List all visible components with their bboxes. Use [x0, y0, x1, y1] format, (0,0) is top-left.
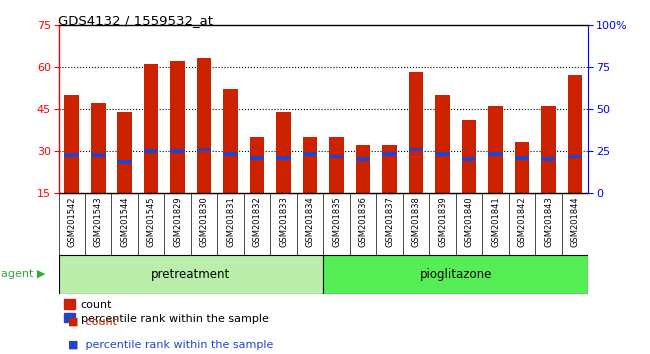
Bar [250, 137, 265, 193]
Text: GSM201832: GSM201832 [253, 196, 262, 247]
Text: GSM201838: GSM201838 [411, 196, 421, 247]
Bar [276, 156, 291, 160]
Bar [118, 160, 132, 164]
Bar [197, 148, 211, 151]
Bar [197, 58, 211, 193]
Bar [382, 152, 397, 155]
Bar [276, 112, 291, 193]
Bar [515, 143, 529, 193]
Bar [436, 152, 450, 155]
Bar [488, 152, 503, 155]
Bar [409, 148, 423, 151]
Text: ■  count: ■ count [68, 317, 117, 327]
Bar [462, 158, 476, 161]
Text: GSM201542: GSM201542 [67, 196, 76, 246]
Bar [303, 137, 317, 193]
Bar [567, 75, 582, 193]
Bar [515, 156, 529, 160]
Bar [250, 156, 265, 160]
Bar [382, 145, 397, 193]
Bar [462, 120, 476, 193]
Text: GSM201834: GSM201834 [306, 196, 315, 247]
Text: GSM201841: GSM201841 [491, 196, 500, 247]
Bar [58, 255, 324, 294]
Bar [118, 112, 132, 193]
Bar [541, 106, 556, 193]
Text: GSM201839: GSM201839 [438, 196, 447, 247]
Text: GSM201843: GSM201843 [544, 196, 553, 247]
Text: GSM201840: GSM201840 [465, 196, 474, 247]
Text: GSM201833: GSM201833 [279, 196, 288, 247]
Text: GSM201831: GSM201831 [226, 196, 235, 247]
Legend: count, percentile rank within the sample: count, percentile rank within the sample [64, 299, 268, 324]
Text: GSM201837: GSM201837 [385, 196, 394, 247]
Text: GSM201844: GSM201844 [571, 196, 580, 247]
Text: agent ▶: agent ▶ [1, 269, 45, 279]
Bar [567, 155, 582, 158]
Bar [91, 103, 105, 193]
Bar [224, 152, 238, 155]
Text: GSM201830: GSM201830 [200, 196, 209, 247]
Bar [356, 145, 370, 193]
Text: GSM201829: GSM201829 [173, 196, 182, 247]
Text: pioglitazone: pioglitazone [420, 268, 492, 281]
Text: pretreatment: pretreatment [151, 268, 231, 281]
Text: GSM201545: GSM201545 [147, 196, 156, 246]
Text: GDS4132 / 1559532_at: GDS4132 / 1559532_at [58, 14, 213, 27]
Text: ■  percentile rank within the sample: ■ percentile rank within the sample [68, 340, 274, 350]
Bar [91, 153, 105, 157]
Bar [64, 153, 79, 157]
Bar [436, 95, 450, 193]
Bar [303, 152, 317, 155]
Bar [224, 89, 238, 193]
Text: GSM201543: GSM201543 [94, 196, 103, 247]
Bar [409, 73, 423, 193]
Bar [64, 95, 79, 193]
Text: GSM201842: GSM201842 [517, 196, 526, 247]
Bar [330, 137, 344, 193]
Bar [541, 158, 556, 161]
Bar [330, 155, 344, 158]
Text: GSM201835: GSM201835 [332, 196, 341, 247]
Bar [170, 61, 185, 193]
Bar [324, 255, 588, 294]
Bar [488, 106, 503, 193]
Text: GSM201836: GSM201836 [359, 196, 368, 247]
Bar [144, 149, 159, 153]
Bar [144, 64, 159, 193]
Bar [356, 158, 370, 161]
Text: GSM201544: GSM201544 [120, 196, 129, 246]
Bar [170, 149, 185, 153]
